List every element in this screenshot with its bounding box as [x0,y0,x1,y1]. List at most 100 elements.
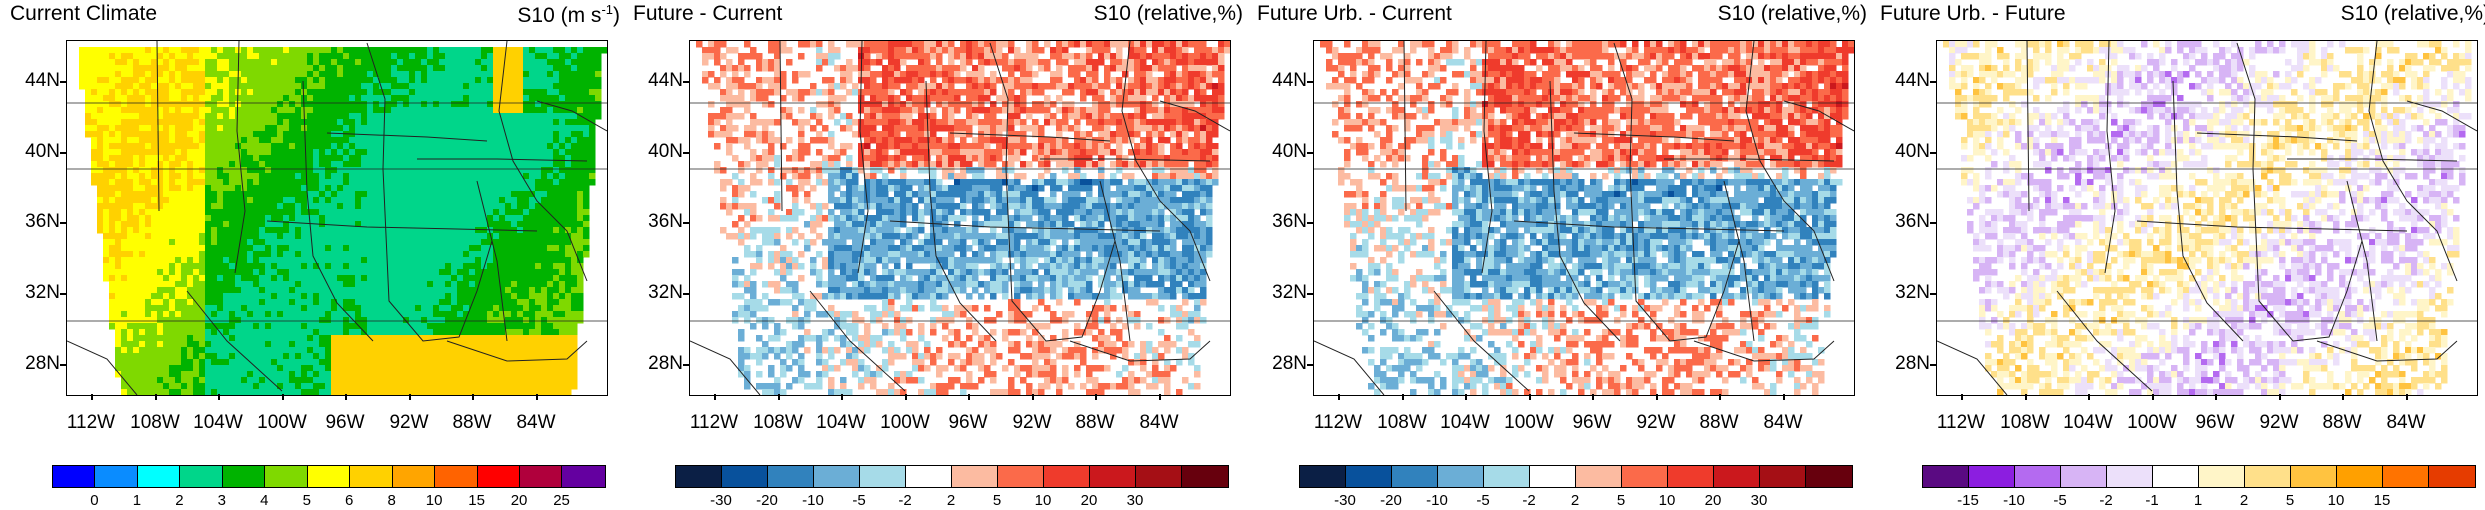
lat-label: 36N [648,211,683,232]
colorbar-swatch [2153,466,2199,487]
boundary-line [2368,41,2458,282]
data-field [1320,41,1854,395]
colorbar [1922,465,2476,488]
lon-tick [2152,394,2154,400]
colorbar-swatch [2383,466,2429,487]
colorbar-swatch [435,466,478,487]
colorbar-swatch [1136,466,1182,487]
lon-tick [2279,394,2281,400]
colorbar-label: -20 [1380,492,1402,509]
colorbar-swatch [1530,466,1576,487]
lat-tick [60,293,66,295]
colorbar-swatch [1346,466,1392,487]
lon-tick [1656,394,1658,400]
colorbar-swatch [53,466,96,487]
map-panel-1: Current Climate S10 (m s-1) 44N 40N 36N 32N 28… [0,0,620,510]
units-exponent: -1 [601,2,613,17]
lon-label: 88W [1699,412,1739,433]
map-area [1936,40,2478,396]
lon-label: 104W [193,412,243,433]
colorbar-label: -2 [1522,492,1536,509]
boundary-line [1481,41,1493,274]
colorbar-swatch [2245,466,2291,487]
colorbar-swatch [2429,466,2475,487]
boundary-line [925,80,997,342]
colorbar-label: 30 [1126,492,1144,509]
colorbar-label: -30 [1334,492,1356,509]
lon-label: 108W [130,412,180,433]
lat-tick [683,293,689,295]
colorbar-label: 15 [2373,492,2391,509]
colorbar-swatch [998,466,1044,487]
lon-label: 88W [1075,412,1115,433]
lon-tick [1032,394,1034,400]
colorbar-label: -2 [898,492,912,509]
boundary-line [417,158,588,162]
boundary-line [1664,158,1835,162]
lat-label: 28N [648,353,683,374]
colorbar-swatch [2291,466,2337,487]
boundary-line [476,180,508,342]
colorbar-label: 1 [132,492,142,509]
lon-label: 104W [816,412,866,433]
boundary-line [857,41,869,274]
lon-tick [2215,394,2217,400]
boundary-line [949,132,1111,142]
colorbar-swatch [477,466,520,487]
lon-tick [2342,394,2344,400]
lon-label: 96W [1572,412,1612,433]
lon-label: 84W [2386,412,2426,433]
boundary-line [1403,41,1407,212]
colorbar-swatch [1392,466,1438,487]
colorbar-label: 5 [302,492,311,509]
lat-tick [1307,152,1313,154]
colorbar-label: 8 [387,492,396,509]
boundary-line [1513,220,1785,232]
lon-tick [1095,394,1097,400]
colorbar-swatch [265,466,308,487]
lat-label: 44N [1272,70,1307,91]
boundary-line [1549,80,1621,342]
map-area [66,40,608,396]
colorbar-swatch [1668,466,1714,487]
boundary-line [1693,340,1835,362]
colorbar [52,465,606,488]
lon-label: 108W [2000,412,2050,433]
colorbar-swatch [1760,466,1806,487]
colorbar-swatch [519,466,563,487]
colorbar-swatch [2015,466,2061,487]
lat-tick [683,364,689,366]
boundary-line [809,290,906,392]
colorbar-swatch [814,466,860,487]
boundary-line [2136,220,2408,232]
boundary-line [2316,340,2458,362]
colorbar-label: -10 [2003,492,2025,509]
colorbar-swatch [952,466,998,487]
map-canvas [67,41,607,395]
lat-label: 44N [1895,70,1930,91]
lat-label: 40N [1895,141,1930,162]
lat-tick [1307,364,1313,366]
colorbar-label: 2 [175,492,184,509]
variable-label: S10 (relative,%) [2341,2,2485,26]
lat-label: 40N [648,141,683,162]
boundary-line [1314,340,1385,395]
colorbar-label: 10 [1034,492,1052,509]
colorbar-label: 2 [2239,492,2249,509]
lat-label: 32N [1272,282,1307,303]
lon-tick [905,394,907,400]
colorbar-swatch [180,466,223,487]
lat-label: 28N [25,353,60,374]
lat-label: 40N [25,141,60,162]
lon-label: 108W [753,412,803,433]
lon-tick [1592,394,1594,400]
colorbar-label: 20 [1080,492,1098,509]
colorbar-label: 5 [992,492,1002,509]
data-field [79,47,607,395]
lon-tick [1402,394,1404,400]
lat-label: 44N [648,70,683,91]
boundary-line [266,220,538,232]
lat-tick [1930,293,1936,295]
colorbar-swatch [2199,466,2245,487]
panel-title: Future Urb. - Current [1257,2,1452,25]
